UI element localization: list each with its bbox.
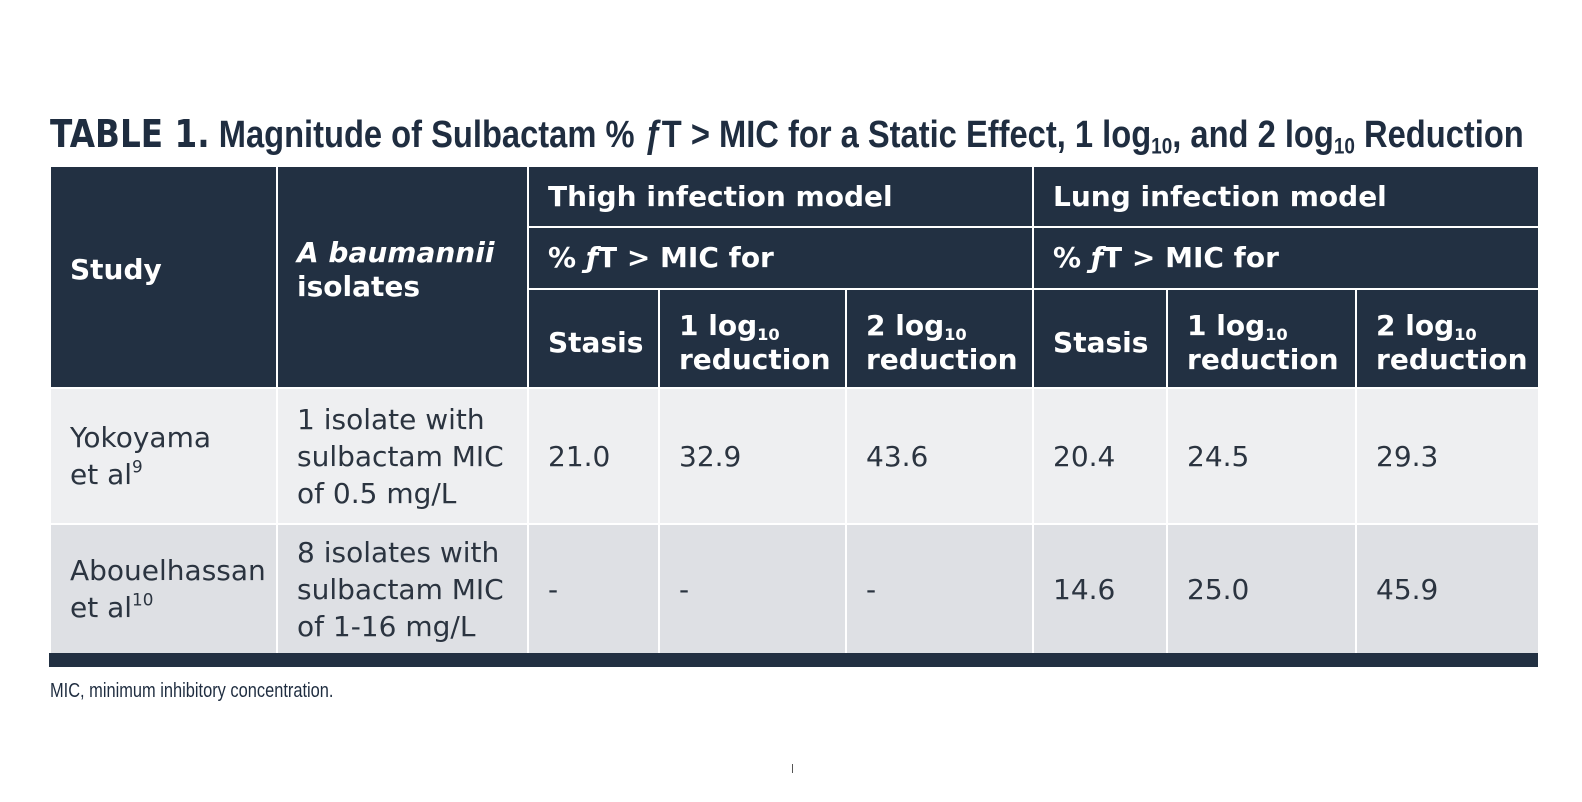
table-header: Study A baumannii isolates Thigh infectio… bbox=[49, 165, 1541, 389]
cell-lung-1log: 25.0 bbox=[1166, 523, 1358, 655]
table-number-label: TABLE 1. bbox=[50, 112, 210, 156]
header-lung-2log: 2 log10 reduction bbox=[1355, 288, 1541, 389]
cell-lung-stasis: 20.4 bbox=[1032, 387, 1169, 525]
cell-thigh-1log: 32.9 bbox=[658, 387, 847, 525]
header-thigh-1log: 1 log10 reduction bbox=[658, 288, 847, 389]
cell-isolates: 8 isolates with sulbactam MIC of 1-16 mg/L bbox=[276, 523, 529, 655]
cell-thigh-2log: 43.6 bbox=[844, 387, 1035, 525]
table-bottom-rule bbox=[49, 653, 1538, 667]
title-text: Magnitude of Sulbactam % ƒT > MIC for a … bbox=[209, 114, 1524, 159]
reference-superscript: 9 bbox=[132, 456, 143, 477]
page-marker bbox=[792, 764, 793, 773]
header-lung-group: Lung infection model bbox=[1032, 165, 1541, 228]
table-footnote: MIC, minimum inhibitory concentration. bbox=[50, 680, 334, 702]
cell-thigh-stasis: 21.0 bbox=[527, 387, 660, 525]
header-lung-1log: 1 log10 reduction bbox=[1166, 288, 1358, 389]
table-row: Yokoyama et al9 1 isolate with sulbactam M… bbox=[49, 387, 1541, 525]
reference-superscript: 10 bbox=[132, 589, 154, 610]
cell-isolates: 1 isolate with sulbactam MIC of 0.5 mg/L bbox=[276, 387, 529, 525]
header-thigh-2log: 2 log10 reduction bbox=[844, 288, 1035, 389]
header-thigh-group: Thigh infection model bbox=[526, 165, 1035, 228]
table-row: Abouelhassan et al10 8 isolates with sulba… bbox=[49, 523, 1541, 655]
cell-study: Yokoyama et al9 bbox=[49, 387, 278, 525]
header-study: Study bbox=[49, 165, 278, 389]
cell-lung-stasis: 14.6 bbox=[1032, 523, 1169, 655]
cell-thigh-1log: - bbox=[658, 523, 847, 655]
f-symbol: ƒ bbox=[643, 114, 662, 156]
cell-lung-2log: 45.9 bbox=[1355, 523, 1541, 655]
header-thigh-pct: % ƒT > MIC for bbox=[526, 226, 1035, 290]
header-lung-pct: % ƒT > MIC for bbox=[1032, 226, 1541, 290]
table-title: TABLE 1. Magnitude of Sulbactam % ƒT > M… bbox=[50, 108, 1524, 160]
header-thigh-stasis: Stasis bbox=[527, 288, 660, 389]
header-lung-stasis: Stasis bbox=[1032, 288, 1169, 389]
header-isolates: A baumannii isolates bbox=[276, 165, 529, 389]
cell-thigh-stasis: - bbox=[527, 523, 660, 655]
cell-study: Abouelhassan et al10 bbox=[49, 523, 278, 655]
cell-lung-2log: 29.3 bbox=[1355, 387, 1541, 525]
data-table: Study A baumannii isolates Thigh infectio… bbox=[49, 165, 1541, 655]
cell-thigh-2log: - bbox=[844, 523, 1035, 655]
cell-lung-1log: 24.5 bbox=[1166, 387, 1358, 525]
